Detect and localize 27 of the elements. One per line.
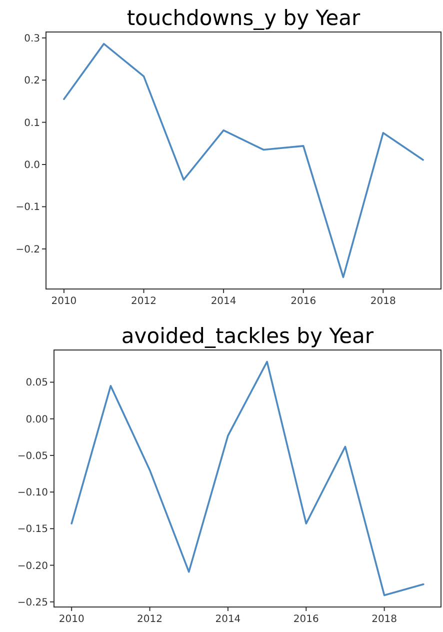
x-tick-label: 2014	[215, 614, 241, 625]
chart-title: avoided_tackles by Year	[121, 324, 374, 348]
y-tick-label: 0.05	[26, 378, 48, 389]
y-tick-label: −0.1	[16, 202, 40, 214]
line-series	[63, 42, 424, 278]
y-tick-label: −0.2	[16, 244, 40, 256]
chart-title: touchdowns_y by Year	[126, 6, 361, 30]
line-series	[70, 360, 424, 596]
x-tick-label: 2016	[290, 296, 316, 307]
x-tick-label: 2012	[137, 614, 162, 625]
y-tick-label: −0.05	[17, 450, 48, 462]
y-tick-label: 0.1	[24, 118, 40, 129]
y-tick-label: 0.3	[24, 33, 40, 44]
y-tick-label: −0.10	[17, 488, 48, 499]
x-tick-label: 2014	[210, 296, 236, 307]
x-tick-label: 2010	[51, 296, 77, 307]
y-tick-label: 0.2	[24, 76, 40, 87]
x-tick-label: 2010	[58, 614, 84, 625]
x-tick-label: 2012	[131, 296, 156, 307]
y-tick-label: −0.20	[17, 560, 48, 572]
x-tick-label: 2016	[293, 614, 319, 625]
x-tick-label: 2018	[372, 614, 398, 625]
y-tick-label: −0.15	[17, 524, 48, 536]
y-tick-label: 0.0	[24, 160, 40, 172]
y-tick-label: 0.00	[26, 414, 48, 426]
y-tick-label: −0.25	[17, 597, 48, 608]
x-tick-label: 2018	[370, 296, 396, 307]
